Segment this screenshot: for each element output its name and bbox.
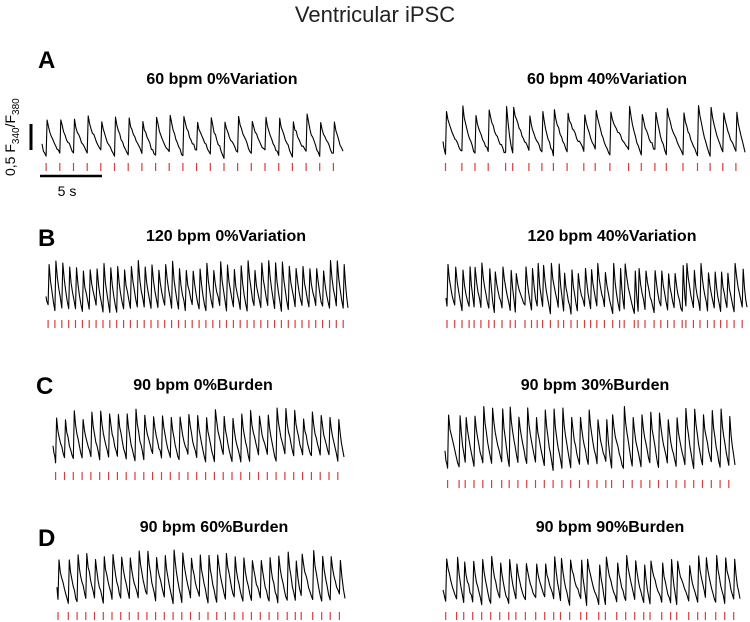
scale-sub-340: 340	[11, 127, 22, 144]
panel-title-d-left: 90 bpm 60%Burden	[140, 519, 288, 536]
panel-title-c-left: 90 bpm 0%Burden	[133, 377, 273, 394]
scale-sub-380: 380	[11, 98, 22, 115]
panel-title-b-right: 120 bpm 40%Variation	[528, 228, 697, 245]
calcium-trace	[442, 554, 741, 606]
panel-title-b-left: 120 bpm 0%Variation	[146, 228, 306, 245]
calcium-trace	[56, 549, 346, 605]
calcium-trace	[444, 405, 736, 471]
panel-letter-b: B	[38, 225, 55, 252]
calcium-trace	[52, 407, 345, 464]
time-scale-label: 5 s	[58, 183, 77, 199]
scale-value: 0,5	[2, 156, 18, 176]
vertical-scale-label: 0,5 F340/F380	[2, 98, 22, 176]
calcium-trace	[45, 259, 349, 313]
calcium-trace	[445, 262, 748, 315]
panel-letter-a: A	[38, 47, 55, 74]
calcium-trace	[41, 113, 344, 159]
panel-letter-c: C	[36, 373, 53, 400]
panel-title-d-right: 90 bpm 90%Burden	[536, 519, 684, 536]
calcium-trace	[442, 104, 746, 157]
figure-title: Ventricular iPSC	[295, 2, 455, 27]
panel-title-c-right: 90 bpm 30%Burden	[521, 377, 669, 394]
panel-title-a-left: 60 bpm 0%Variation	[146, 71, 297, 88]
panel-title-a-right: 60 bpm 40%Variation	[527, 71, 687, 88]
traces-layer	[41, 104, 748, 620]
panel-letter-d: D	[38, 525, 55, 552]
